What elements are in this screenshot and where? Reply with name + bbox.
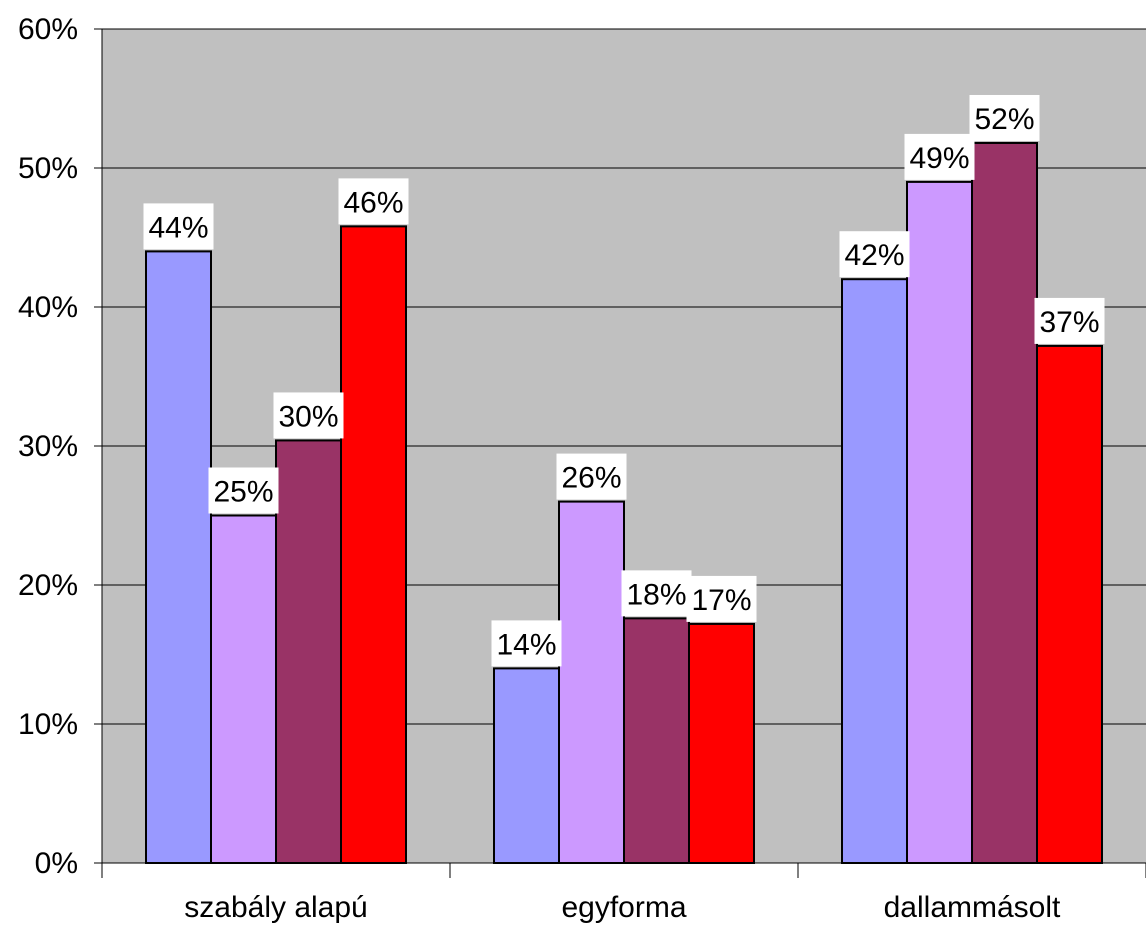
data-label: 14% [496, 628, 556, 661]
category-labels: szabály alapú egyforma dallammásolt [184, 891, 1061, 924]
data-label: 42% [844, 239, 904, 272]
bar [841, 278, 908, 864]
y-tick-label: 60% [18, 13, 78, 46]
data-label-box [273, 392, 344, 439]
data-label: 37% [1039, 306, 1099, 339]
data-label: 46% [343, 186, 403, 219]
bar [558, 500, 625, 864]
category-label: egyforma [561, 891, 686, 924]
data-labels: 44% 25% 30% 46% 14% 26% 18% 17% 42% 49%52% 37% [143, 94, 1105, 667]
data-label: 18% [626, 578, 686, 611]
data-label-box [338, 178, 409, 225]
data-label-box [556, 453, 627, 500]
y-axis-ticks: 0% 10% 20% 30% 40% 50% 60% [18, 13, 102, 880]
data-label-box [969, 94, 1040, 141]
bar [210, 514, 277, 864]
bar [145, 250, 212, 864]
category-label: szabály alapú [184, 891, 367, 924]
bar [971, 141, 1038, 865]
data-label-box [686, 575, 757, 622]
data-label: 52% [974, 103, 1034, 136]
bar [1036, 344, 1103, 865]
y-tick-label: 50% [18, 152, 78, 185]
data-label: 17% [691, 584, 751, 617]
y-tick-label: 0% [35, 847, 78, 880]
data-label-box [1034, 297, 1105, 344]
data-label: 49% [909, 142, 969, 175]
bars [145, 141, 1103, 865]
y-tick-label: 30% [18, 430, 78, 463]
y-tick-label: 20% [18, 569, 78, 602]
data-label-box [621, 570, 692, 617]
data-label: 30% [278, 400, 338, 433]
y-tick-label: 40% [18, 291, 78, 324]
bar [275, 439, 342, 864]
data-label-box [904, 133, 975, 180]
data-label: 44% [148, 211, 208, 244]
bar [340, 225, 407, 864]
y-tick-label: 10% [18, 708, 78, 741]
bar [493, 667, 560, 865]
bar [906, 180, 973, 864]
bar [688, 622, 755, 864]
data-label-box [491, 620, 562, 667]
bar [623, 617, 690, 864]
data-label: 26% [561, 462, 621, 495]
category-label: dallammásolt [884, 891, 1061, 924]
data-label-box [143, 203, 214, 250]
data-label-box [208, 467, 279, 514]
data-label: 25% [213, 476, 273, 509]
data-label-box [839, 231, 910, 278]
